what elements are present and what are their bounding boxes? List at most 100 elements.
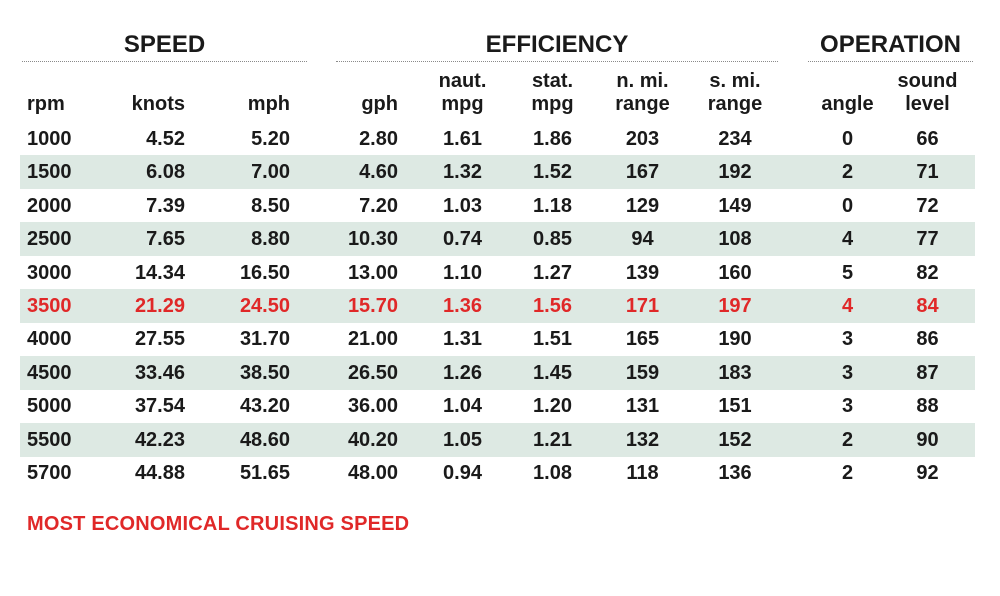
table-row: 1500 6.08 7.00 4.60 1.32 1.52 167 192 2 71 [20, 155, 975, 190]
cell-s-mi-range: 234 [718, 128, 752, 150]
cell-mph: 48.60 [239, 428, 290, 451]
table-row: 1000 4.52 5.20 2.80 1.61 1.86 203 234 0 66 [20, 122, 975, 156]
cell-stat-mpg: 0.85 [533, 228, 572, 251]
cell-stat-mpg: 1.51 [533, 328, 572, 351]
cell-gph: 40.20 [347, 428, 398, 451]
cell-sound-level: 86 [916, 328, 939, 351]
cell-naut-mpg: 1.03 [443, 194, 482, 217]
cell-sound-level: 72 [916, 194, 939, 217]
cell-sound-level: 84 [916, 295, 939, 317]
table-row: 2000 7.39 8.50 7.20 1.03 1.18 129 149 0 72 [20, 189, 975, 223]
table-row: 5000 37.54 43.20 36.00 1.04 1.20 131 151 3 88 [20, 389, 975, 423]
group-rule-operation [808, 61, 973, 62]
cell-gph: 36.00 [347, 395, 398, 418]
cell-n-mi-range: 132 [625, 428, 660, 451]
cell-stat-mpg: 1.08 [533, 462, 572, 484]
cell-sound-level: 92 [916, 462, 939, 484]
cell-knots: 7.65 [146, 228, 185, 251]
cell-gph: 15.70 [347, 295, 398, 317]
col-header-s-mi-range: s. mi. range [707, 70, 763, 115]
cell-knots: 4.52 [146, 128, 185, 150]
cell-gph: 26.50 [347, 361, 398, 384]
cell-naut-mpg: 1.31 [443, 328, 482, 351]
cell-mph: 8.80 [251, 228, 290, 251]
cell-rpm: 5000 [27, 395, 72, 418]
cell-gph: 48.00 [347, 462, 398, 484]
cell-naut-mpg: 1.05 [443, 428, 482, 451]
cell-mph: 38.50 [239, 361, 290, 384]
cell-n-mi-range: 139 [625, 261, 660, 284]
cell-gph: 13.00 [347, 261, 398, 284]
cell-angle: 4 [841, 295, 854, 317]
cell-n-mi-range: 165 [625, 328, 660, 351]
cell-knots: 14.34 [134, 261, 185, 284]
cell-rpm: 4000 [27, 328, 72, 351]
cell-naut-mpg: 1.32 [443, 161, 482, 184]
cell-s-mi-range: 108 [718, 228, 752, 251]
cell-rpm: 4500 [27, 361, 72, 384]
cell-knots: 42.23 [134, 428, 185, 451]
cell-n-mi-range: 167 [625, 161, 660, 184]
cell-sound-level: 90 [916, 428, 939, 451]
cell-naut-mpg: 1.36 [443, 295, 482, 317]
cell-naut-mpg: 0.94 [443, 462, 482, 484]
cell-naut-mpg: 1.10 [443, 261, 482, 284]
col-header-naut-mpg: naut. mpg [438, 70, 487, 115]
group-title-operation: OPERATION [820, 31, 961, 58]
cell-gph: 2.80 [359, 128, 398, 150]
cell-knots: 21.29 [134, 295, 185, 317]
cell-knots: 44.88 [134, 462, 185, 484]
cell-s-mi-range: 149 [718, 194, 752, 217]
cell-sound-level: 87 [916, 361, 939, 384]
cell-angle: 2 [841, 428, 854, 451]
cell-knots: 27.55 [134, 328, 185, 351]
cell-gph: 21.00 [347, 328, 398, 351]
cell-angle: 0 [841, 194, 854, 217]
cell-n-mi-range: 171 [625, 295, 660, 317]
cell-stat-mpg: 1.45 [533, 361, 572, 384]
cell-n-mi-range: 94 [631, 228, 654, 251]
cell-stat-mpg: 1.20 [533, 395, 572, 418]
cell-mph: 24.50 [239, 295, 290, 317]
footnote: MOST ECONOMICAL CRUISING SPEED [27, 513, 410, 535]
cell-stat-mpg: 1.27 [533, 261, 572, 284]
cell-rpm: 1500 [27, 161, 72, 184]
cell-mph: 7.00 [251, 161, 290, 184]
table-row: 5700 44.88 51.65 48.00 0.94 1.08 118 136 2 92 [20, 456, 975, 490]
col-header-sound-level: sound level [897, 70, 958, 115]
cell-rpm: 2500 [27, 228, 72, 251]
cell-rpm: 3000 [27, 261, 72, 284]
cell-stat-mpg: 1.56 [533, 295, 572, 317]
cell-naut-mpg: 0.74 [443, 228, 482, 251]
cell-stat-mpg: 1.21 [533, 428, 572, 451]
cell-angle: 5 [841, 261, 854, 284]
cell-s-mi-range: 136 [718, 462, 752, 484]
cell-knots: 7.39 [146, 194, 185, 217]
cell-stat-mpg: 1.52 [533, 161, 572, 184]
cell-naut-mpg: 1.04 [443, 395, 482, 418]
col-header-n-mi-range: n. mi. range [615, 70, 670, 115]
cell-angle: 0 [841, 128, 854, 150]
col-header-mph: mph [247, 93, 290, 115]
cell-angle: 3 [841, 361, 854, 384]
cell-angle: 2 [841, 161, 854, 184]
cell-sound-level: 66 [916, 128, 939, 150]
cell-s-mi-range: 151 [718, 395, 752, 418]
cell-s-mi-range: 183 [718, 361, 752, 384]
group-rule-speed [22, 61, 307, 62]
col-header-angle: angle [821, 93, 874, 115]
cell-mph: 51.65 [239, 462, 290, 484]
cell-gph: 4.60 [359, 161, 398, 184]
group-title-efficiency: EFFICIENCY [485, 31, 629, 58]
cell-rpm: 3500 [27, 295, 72, 317]
cell-rpm: 1000 [27, 128, 72, 150]
table-row: 3000 14.34 16.50 13.00 1.10 1.27 139 160 5 82 [20, 256, 975, 290]
cell-rpm: 5700 [27, 462, 72, 484]
group-rule-efficiency [336, 61, 778, 62]
cell-n-mi-range: 118 [626, 462, 659, 484]
cell-angle: 3 [841, 395, 854, 418]
col-header-stat-mpg: stat. mpg [531, 70, 574, 115]
cell-gph: 10.30 [347, 228, 398, 251]
table-row: 3500 21.29 24.50 15.70 1.36 1.56 171 197 4 84 [20, 289, 975, 323]
col-header-gph: gph [361, 93, 398, 115]
